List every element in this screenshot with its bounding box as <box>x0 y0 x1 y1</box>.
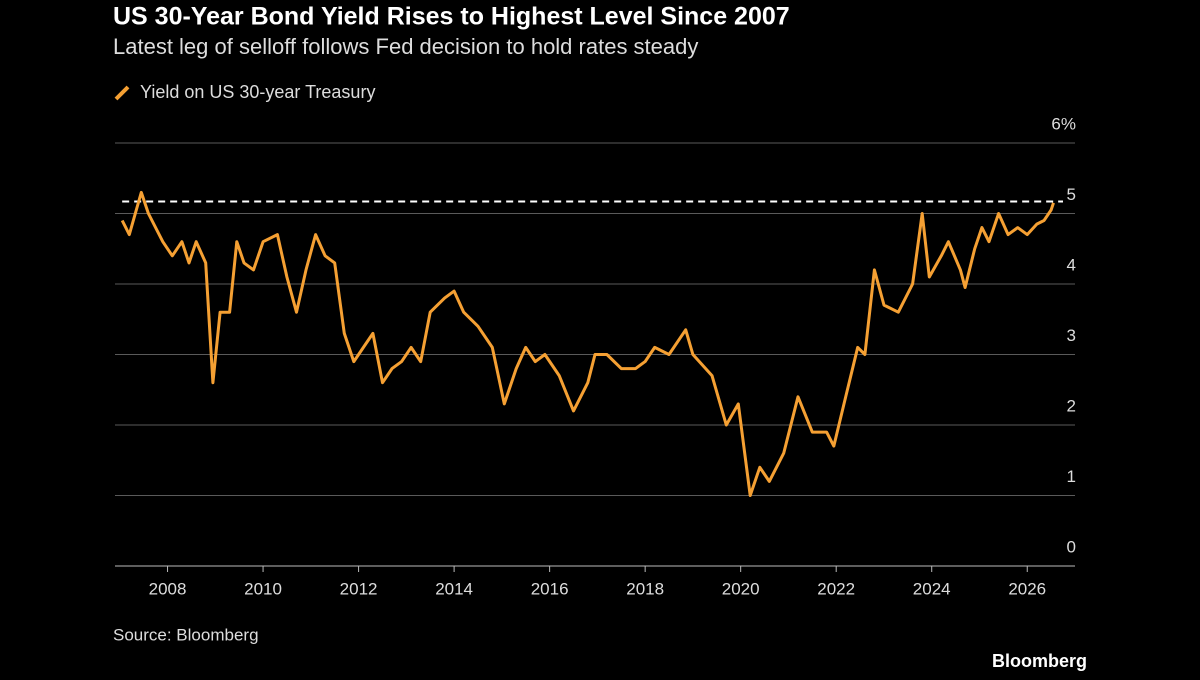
y-tick-label: 5 <box>1067 185 1076 204</box>
y-tick-label: 4 <box>1067 255 1076 274</box>
chart-title: US 30-Year Bond Yield Rises to Highest L… <box>113 3 790 31</box>
y-tick-label: 1 <box>1067 467 1076 486</box>
legend-label: Yield on US 30-year Treasury <box>140 82 375 102</box>
x-tick-label: 2014 <box>435 579 473 598</box>
brand: Bloomberg <box>992 651 1087 671</box>
y-tick-label: 2 <box>1067 396 1076 415</box>
y-tick-label: 0 <box>1067 537 1076 556</box>
x-tick-label: 2020 <box>722 579 760 598</box>
x-tick-label: 2022 <box>817 579 855 598</box>
chart-subtitle: Latest leg of selloff follows Fed decisi… <box>113 34 698 59</box>
x-tick-label: 2016 <box>531 579 569 598</box>
y-tick-label: 6% <box>1051 114 1076 133</box>
x-tick-label: 2008 <box>149 579 187 598</box>
source: Source: Bloomberg <box>113 625 259 644</box>
x-tick-label: 2018 <box>626 579 664 598</box>
x-tick-label: 2024 <box>913 579 951 598</box>
y-tick-label: 3 <box>1067 326 1076 345</box>
x-tick-label: 2026 <box>1008 579 1046 598</box>
x-tick-label: 2012 <box>340 579 378 598</box>
legend-swatch <box>114 85 130 101</box>
data-line <box>120 190 1055 497</box>
x-tick-label: 2010 <box>244 579 282 598</box>
